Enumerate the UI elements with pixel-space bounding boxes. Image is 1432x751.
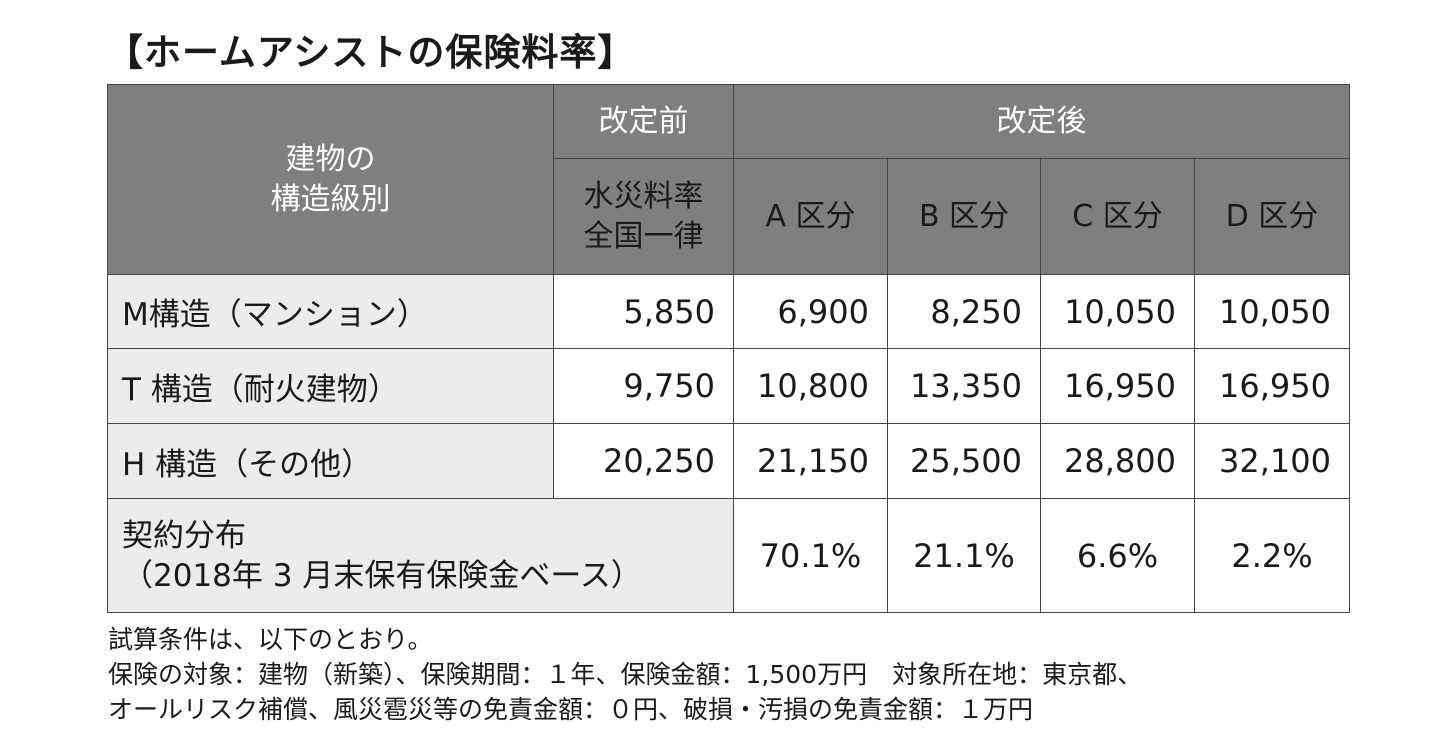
footnote-line: 保険の対象：建物（新築）、保険期間：１年、保険金額：1,500万円 対象所在地：…	[108, 660, 1143, 689]
header-zone-b: B 区分	[887, 158, 1041, 275]
cell-value: 10,050	[1194, 274, 1350, 349]
header-zone-d: D 区分	[1194, 158, 1350, 275]
row-label: T 構造（耐火建物）	[107, 348, 554, 424]
contract-label-line1: 契約分布	[122, 517, 246, 554]
header-before: 改定前	[553, 84, 734, 159]
contract-label-line2: （2018年 3 月末保有保険金ベース）	[122, 557, 642, 594]
header-structure-line1: 建物の	[285, 141, 376, 177]
cell-value: 16,950	[1040, 348, 1195, 424]
cell-value: 5,850	[553, 274, 734, 349]
footnote-line: 試算条件は、以下のとおり。	[108, 625, 433, 654]
row-label: H 構造（その他）	[107, 423, 554, 499]
contract-share: 6.6%	[1040, 498, 1195, 613]
header-zone-a: A 区分	[733, 158, 888, 275]
header-structure-line2: 構造級別	[270, 181, 391, 217]
table-row: H 構造（その他） 20,250 21,150 25,500 28,800 32…	[107, 423, 1350, 499]
contract-share: 21.1%	[887, 498, 1041, 613]
table-row: T 構造（耐火建物） 9,750 10,800 13,350 16,950 16…	[107, 348, 1350, 424]
cell-value: 13,350	[887, 348, 1041, 424]
cell-value: 20,250	[553, 423, 734, 499]
header-structure: 建物の 構造級別	[107, 84, 554, 275]
rate-table: 建物の 構造級別 改定前 改定後 水災料率 全国一律 A 区分 B 区分 C 区…	[107, 84, 1350, 613]
footnotes: 試算条件は、以下のとおり。 保険の対象：建物（新築）、保険期間：１年、保険金額：…	[108, 622, 1142, 727]
cell-value: 25,500	[887, 423, 1041, 499]
header-before-sub-line2: 全国一律	[583, 218, 704, 254]
cell-value: 21,150	[733, 423, 888, 499]
header-after: 改定後	[733, 84, 1350, 159]
contract-share: 2.2%	[1194, 498, 1350, 613]
header-before-sub-line1: 水災料率	[583, 178, 704, 214]
table-row: M構造（マンション） 5,850 6,900 8,250 10,050 10,0…	[107, 274, 1350, 349]
footnote-line: オールリスク補償、風災雹災等の免責金額：０円、破損・汚損の免責金額：１万円	[108, 695, 1034, 724]
cell-value: 6,900	[733, 274, 888, 349]
contract-label: 契約分布 （2018年 3 月末保有保険金ベース）	[107, 498, 734, 613]
header-before-sub: 水災料率 全国一律	[553, 158, 734, 275]
contract-row: 契約分布 （2018年 3 月末保有保険金ベース） 70.1% 21.1% 6.…	[107, 498, 1350, 613]
cell-value: 9,750	[553, 348, 734, 424]
row-label: M構造（マンション）	[107, 274, 554, 349]
contract-share: 70.1%	[733, 498, 888, 613]
cell-value: 16,950	[1194, 348, 1350, 424]
cell-value: 28,800	[1040, 423, 1195, 499]
cell-value: 10,050	[1040, 274, 1195, 349]
cell-value: 8,250	[887, 274, 1041, 349]
header-zone-c: C 区分	[1040, 158, 1195, 275]
cell-value: 10,800	[733, 348, 888, 424]
cell-value: 32,100	[1194, 423, 1350, 499]
page-title: 【ホームアシストの保険料率】	[106, 31, 636, 74]
